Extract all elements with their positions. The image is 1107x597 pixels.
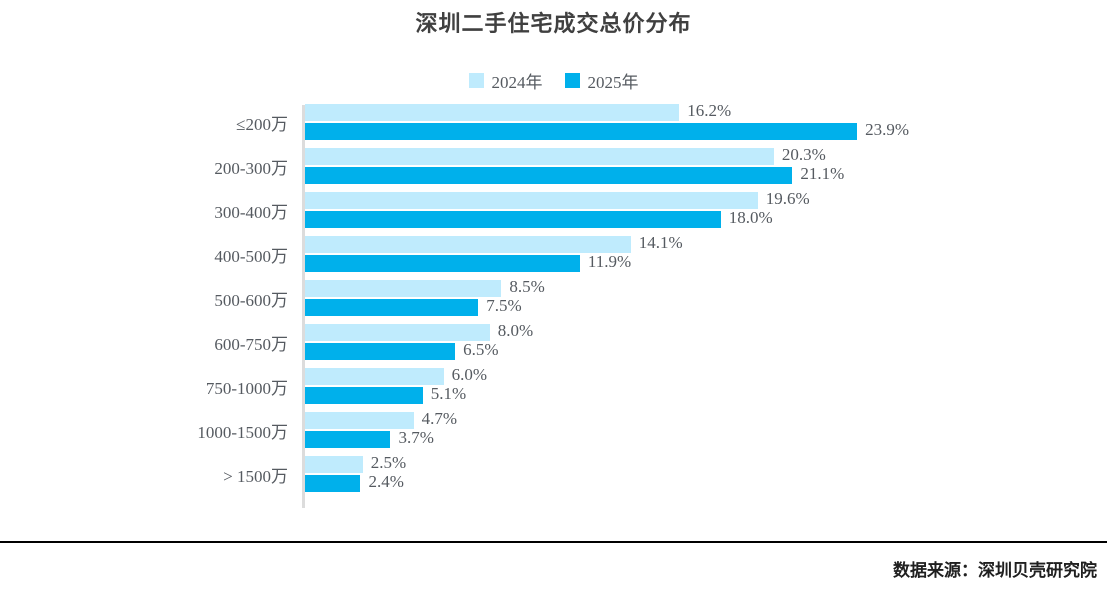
chart-row: 300-400万 19.6% 18.0% <box>0 188 1107 232</box>
bar-2024[interactable] <box>305 148 774 165</box>
bar-2024[interactable] <box>305 456 363 473</box>
legend-item-2025[interactable]: 2025年 <box>564 68 639 93</box>
bar-value-2025: 21.1% <box>800 164 845 183</box>
category-label: 200-300万 <box>214 159 288 178</box>
data-source-note: 数据来源：深圳贝壳研究院 <box>893 561 1097 581</box>
bar-value-2025: 5.1% <box>430 384 467 403</box>
bar-value-2024: 8.5% <box>509 277 545 296</box>
bar-2024[interactable] <box>305 280 502 297</box>
footer-divider <box>0 541 1107 543</box>
bar-2024[interactable] <box>305 368 444 385</box>
bar-value-2024: 6.0% <box>451 365 488 384</box>
bar-2024[interactable] <box>305 412 414 429</box>
chart-row: 600-750万 8.0% 6.5% <box>0 320 1107 364</box>
bar-value-2025: 23.9% <box>865 120 909 139</box>
bar-value-2025: 18.0% <box>728 208 773 227</box>
category-label: 1000-1500万 <box>197 423 288 442</box>
chart-legend: 2024年 2025年 <box>0 68 1107 93</box>
bar-value-2024: 16.2% <box>687 101 732 120</box>
legend-item-2024[interactable]: 2024年 <box>468 68 543 93</box>
bar-value-2025: 6.5% <box>463 340 499 359</box>
chart-row: 750-1000万 6.0% 5.1% <box>0 364 1107 408</box>
bar-2025[interactable] <box>305 431 391 448</box>
bar-2025[interactable] <box>305 343 456 360</box>
bar-2025[interactable] <box>305 299 479 316</box>
chart-row: 1000-1500万 4.7% 3.7% <box>0 408 1107 452</box>
category-label: > 1500万 <box>223 467 288 486</box>
bar-value-2024: 14.1% <box>638 233 683 252</box>
bar-value-2024: 4.7% <box>421 409 457 428</box>
category-label: 600-750万 <box>214 335 288 354</box>
bar-2024[interactable] <box>305 192 758 209</box>
category-label: 300-400万 <box>214 203 288 222</box>
y-axis-line <box>302 105 305 508</box>
bar-value-2024: 20.3% <box>781 145 826 164</box>
bar-2024[interactable] <box>305 236 631 253</box>
bar-2024[interactable] <box>305 324 490 341</box>
bar-value-2024: 8.0% <box>497 321 534 340</box>
bar-value-2025: 11.9% <box>587 252 632 271</box>
chart-row: 200-300万 20.3% 21.1% <box>0 144 1107 188</box>
bar-2025[interactable] <box>305 123 858 140</box>
chart-row: ≤200万 16.2% 23.9% <box>0 100 1107 144</box>
chart-row: 500-600万 8.5% 7.5% <box>0 276 1107 320</box>
bar-value-2025: 3.7% <box>398 428 434 447</box>
bar-value-2024: 2.5% <box>370 453 407 472</box>
bar-value-2024: 19.6% <box>765 189 810 208</box>
bar-2025[interactable] <box>305 211 721 228</box>
category-label: 750-1000万 <box>205 379 288 398</box>
bar-2025[interactable] <box>305 387 423 404</box>
chart-row: 400-500万 14.1% 11.9% <box>0 232 1107 276</box>
legend-swatch-icon-2024 <box>468 73 484 88</box>
bar-2025[interactable] <box>305 475 361 492</box>
bar-2025[interactable] <box>305 255 580 272</box>
bar-value-2025: 2.4% <box>368 472 404 491</box>
category-label: ≤200万 <box>236 115 288 134</box>
chart-row: > 1500万 2.5% 2.4% <box>0 452 1107 496</box>
bar-value-2025: 7.5% <box>486 296 522 315</box>
plot-area: ≤200万 16.2% 23.9% 200-300万 20.3% 21.1% <box>0 100 1107 515</box>
category-label: 500-600万 <box>214 291 288 310</box>
bar-2024[interactable] <box>305 104 680 121</box>
legend-swatch-icon-2025 <box>564 73 580 88</box>
legend-label-2024: 2024年 <box>491 73 543 92</box>
bar-2025[interactable] <box>305 167 793 184</box>
chart-title: 深圳二手住宅成交总价分布 <box>415 12 692 37</box>
category-label: 400-500万 <box>214 247 288 266</box>
legend-label-2025: 2025年 <box>587 73 639 92</box>
